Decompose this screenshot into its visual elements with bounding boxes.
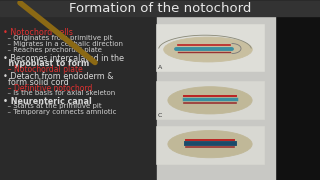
Text: • Detach from endoderm &: • Detach from endoderm & (3, 72, 114, 81)
Text: – Starts at the primitive pit: – Starts at the primitive pit (3, 103, 102, 109)
Bar (156, 126, 264, 164)
Text: – Temporary connects amniotic: – Temporary connects amniotic (3, 109, 116, 115)
Text: • Neurenteric canal: • Neurenteric canal (3, 97, 92, 106)
Bar (0, 1, 320, 16)
Text: A: A (158, 66, 162, 70)
Text: – Originates from primitive pit: – Originates from primitive pit (3, 35, 113, 40)
Text: – Reaches prechordal plate: – Reaches prechordal plate (3, 47, 102, 53)
Ellipse shape (168, 130, 252, 158)
Bar (156, 81, 264, 119)
Ellipse shape (168, 87, 252, 114)
Bar (157, 1, 275, 180)
Text: – Is the basis for axial skeleton: – Is the basis for axial skeleton (3, 90, 115, 96)
Text: form solid cord: form solid cord (3, 78, 69, 87)
Ellipse shape (164, 37, 252, 62)
Text: • Notochord cells: • Notochord cells (3, 28, 73, 37)
Text: Formation of the notochord: Formation of the notochord (69, 2, 251, 15)
Text: hypoblast to form: hypoblast to form (3, 59, 89, 68)
Text: • Becomes intercalated in the: • Becomes intercalated in the (3, 53, 124, 62)
Text: – Notochordal plate: – Notochordal plate (3, 66, 83, 75)
Text: – Definitive notochord: – Definitive notochord (3, 84, 92, 93)
Text: – Migrates in a cephalic direction: – Migrates in a cephalic direction (3, 40, 123, 47)
Bar (275, 1, 320, 180)
Bar (156, 24, 264, 71)
Text: C: C (158, 113, 162, 118)
